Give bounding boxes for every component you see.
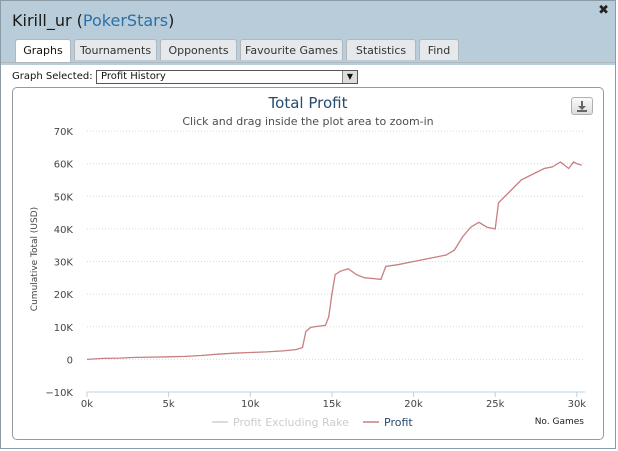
chart-subtitle: Click and drag inside the plot area to z… [182, 115, 434, 128]
x-tick-label: 5k [163, 399, 175, 410]
export-button[interactable] [571, 97, 593, 115]
legend-item-label[interactable]: Profit Excluding Rake [233, 416, 349, 429]
tab-favourite-games[interactable]: Favourite Games [240, 39, 343, 60]
graph-select-dropdown[interactable]: Profit History ▼ [96, 70, 358, 84]
title-bar: Kirill_ur (PokerStars) ✖ Graphs Tourname… [1, 1, 615, 65]
site-name-paren-open: ( [76, 11, 83, 30]
legend-item-label[interactable]: Profit [384, 416, 413, 429]
site-name-paren-close: ) [168, 11, 175, 30]
window-title: Kirill_ur (PokerStars) [12, 11, 174, 30]
graph-select-value: Profit History [101, 71, 166, 82]
x-tick-label: 20k [404, 399, 423, 410]
x-axis-ticks: 0k 5k 10k 15k 20k 25k 30k [81, 392, 586, 410]
tab-opponents[interactable]: Opponents [160, 39, 237, 60]
y-tick-label: 10K [54, 323, 74, 334]
player-name: Kirill_ur [12, 11, 72, 30]
tab-find[interactable]: Find [419, 39, 459, 60]
y-tick-label: 70K [54, 127, 74, 138]
dropdown-arrow-icon[interactable]: ▼ [342, 71, 357, 83]
y-tick-label: 20K [54, 290, 74, 301]
y-tick-label: 60K [54, 160, 74, 171]
x-tick-label: 15k [323, 399, 342, 410]
tab-tournaments[interactable]: Tournaments [74, 39, 157, 60]
x-tick-label: 30k [568, 399, 587, 410]
y-axis-label: Cumulative Total (USD) [30, 207, 40, 311]
chart-grid [87, 130, 585, 393]
profit-series-line[interactable] [86, 161, 582, 361]
chart-title: Total Profit [268, 94, 348, 112]
x-tick-label: 10k [241, 399, 260, 410]
close-icon[interactable]: ✖ [598, 3, 609, 18]
x-tick-label: 25k [486, 399, 505, 410]
tab-graphs[interactable]: Graphs [15, 39, 71, 63]
y-tick-label: 40K [54, 225, 74, 236]
tab-statistics[interactable]: Statistics [346, 39, 416, 60]
x-axis-label: No. Games [535, 417, 585, 427]
chart-panel [12, 87, 604, 440]
y-tick-label: 50K [54, 192, 74, 203]
tab-divider [1, 62, 615, 63]
y-axis-ticks: 70K 60K 50K 40K 30K 20K 10K 0 −10K [45, 127, 73, 399]
x-tick-label: 0k [81, 399, 93, 410]
download-icon [577, 101, 587, 112]
chart-legend: Profit Excluding Rake Profit [212, 416, 413, 429]
y-tick-label: −10K [45, 388, 73, 399]
site-link[interactable]: PokerStars [82, 11, 169, 30]
graph-select-label: Graph Selected: [12, 71, 93, 82]
y-tick-label: 30K [54, 258, 74, 269]
y-tick-label: 0 [67, 355, 73, 366]
